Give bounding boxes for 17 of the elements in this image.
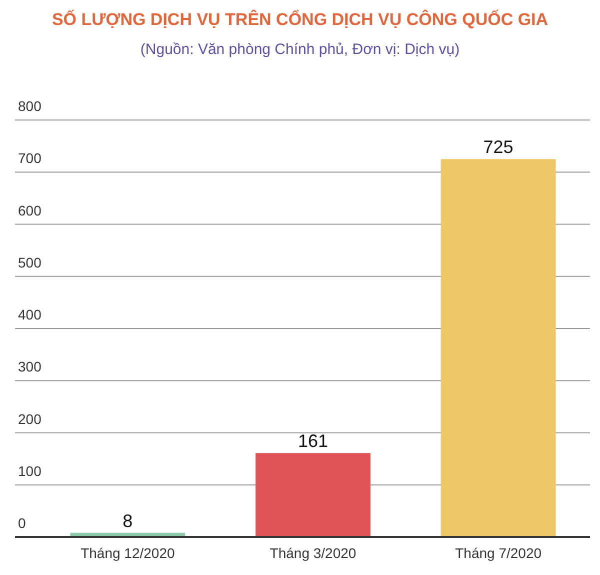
x-tick-label: Tháng 7/2020	[455, 545, 542, 561]
x-tick-label: Tháng 3/2020	[270, 545, 356, 561]
data-label: 725	[483, 137, 514, 158]
y-tick-label: 600	[18, 202, 42, 218]
chart-title: SỐ LƯỢNG DỊCH VỤ TRÊN CỔNG DỊCH VỤ CÔNG QUỐC GIA	[52, 9, 548, 29]
y-tick-label: 400	[18, 306, 42, 322]
x-tick-label: Tháng 12/2020	[80, 545, 175, 561]
y-tick-label: 200	[18, 410, 42, 427]
y-tick-label: 700	[18, 150, 42, 166]
y-tick-label: 300	[18, 358, 42, 375]
y-tick-label: 500	[18, 254, 42, 270]
y-tick-label: 0	[18, 515, 26, 531]
data-label: 161	[298, 431, 328, 452]
y-tick-label: 800	[18, 98, 42, 114]
y-tick-label: 100	[18, 462, 42, 479]
chart-subtitle: (Nguồn: Văn phòng Chính phủ, Đơn vị: Dịch vụ)	[140, 41, 460, 58]
data-label: 8	[122, 510, 133, 531]
